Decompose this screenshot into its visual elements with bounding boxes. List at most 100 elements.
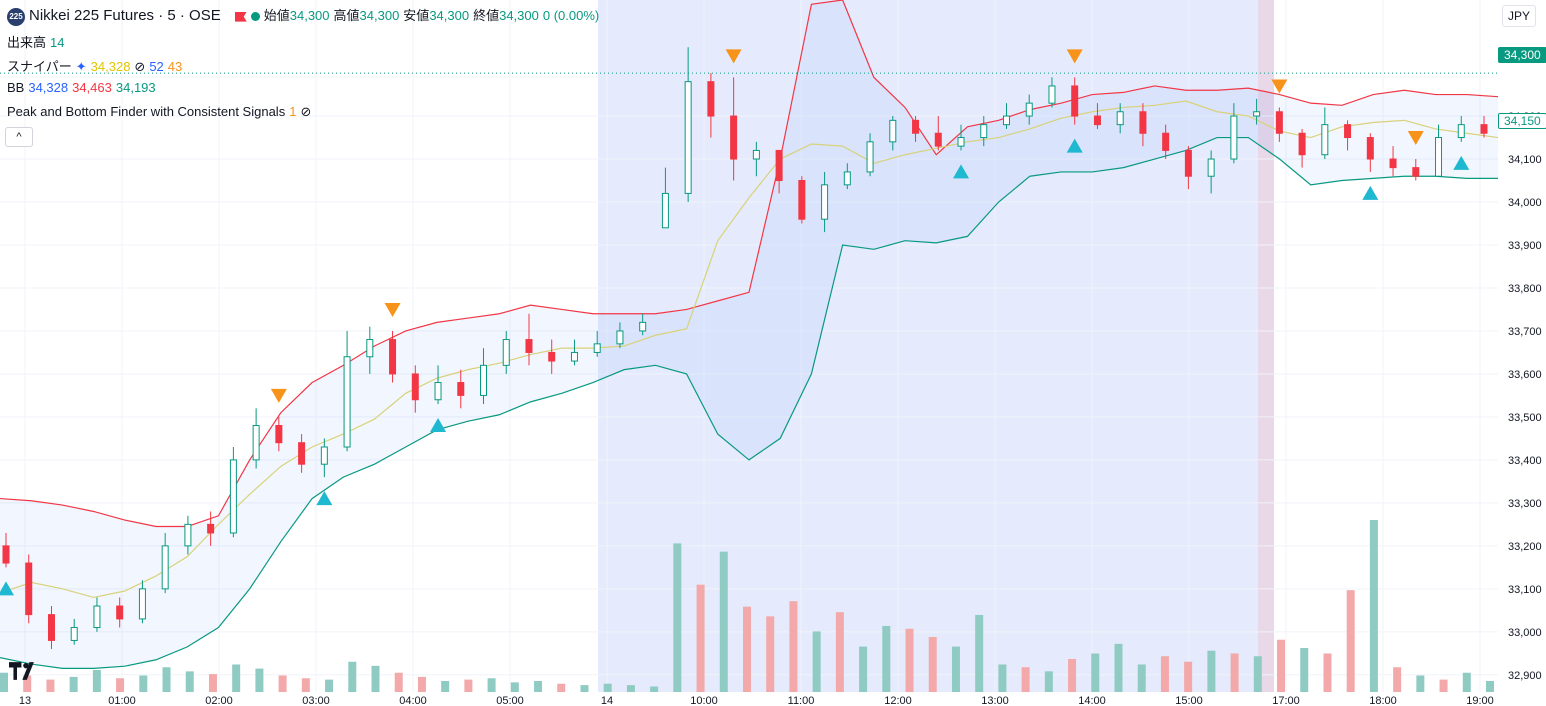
currency-selector[interactable]: JPY bbox=[1502, 5, 1536, 27]
pbf-legend[interactable]: Peak and Bottom Finder with Consistent S… bbox=[7, 104, 315, 120]
y-tick-label: 33,700 bbox=[1508, 326, 1542, 338]
candle-body bbox=[1025, 102, 1033, 117]
x-tick-label: 17:00 bbox=[1272, 695, 1300, 706]
candle-body bbox=[161, 545, 169, 590]
candle-body bbox=[639, 321, 647, 332]
volume-bar bbox=[951, 646, 960, 692]
volume-bar bbox=[1207, 650, 1216, 692]
volume-bar bbox=[69, 676, 78, 692]
sell-signal-marker bbox=[1407, 131, 1424, 146]
hidden-icon[interactable]: ⊘ bbox=[300, 104, 312, 119]
tradingview-logo-icon[interactable] bbox=[9, 662, 41, 680]
volume-bar bbox=[905, 628, 914, 692]
volume-bar bbox=[371, 665, 380, 692]
x-tick-label: 14:00 bbox=[1078, 695, 1106, 706]
volume-bar bbox=[789, 601, 798, 692]
collapse-legend-button[interactable]: ^ bbox=[5, 127, 33, 147]
sell-signal-marker bbox=[384, 302, 401, 317]
volume-bar bbox=[325, 679, 334, 692]
sniper-value-1: 34,328 bbox=[90, 59, 131, 74]
bb-upper-value: 34,463 bbox=[72, 80, 112, 95]
candle-body bbox=[548, 351, 556, 362]
candle-body bbox=[798, 180, 806, 220]
buy-signal-marker bbox=[1362, 185, 1379, 200]
y-tick-label: 33,200 bbox=[1508, 541, 1542, 553]
volume-legend[interactable]: 出来高 14 bbox=[7, 32, 68, 51]
candle-body bbox=[1366, 137, 1374, 160]
volume-bar bbox=[743, 606, 751, 692]
candle-body bbox=[616, 330, 624, 345]
candle-body bbox=[502, 339, 510, 366]
candle-body bbox=[934, 132, 942, 147]
symbol-title[interactable]: Nikkei 225 Futures · 5 · OSE bbox=[29, 7, 221, 24]
buy-signal-marker bbox=[1066, 138, 1083, 153]
volume-bar bbox=[882, 625, 891, 692]
y-tick-label: 33,300 bbox=[1508, 498, 1542, 510]
pbf-value: 1 bbox=[289, 104, 297, 119]
volume-bar bbox=[1369, 520, 1378, 692]
candle-body bbox=[1435, 137, 1443, 177]
x-tick-label: 12:00 bbox=[884, 695, 912, 706]
high-value: 34,300 bbox=[359, 8, 400, 23]
candle-body bbox=[229, 459, 237, 534]
hidden-icon[interactable]: ⊘ bbox=[134, 59, 146, 74]
volume-bar bbox=[1323, 653, 1332, 692]
volume-bar bbox=[1462, 672, 1471, 692]
candle-body bbox=[866, 141, 874, 173]
x-tick-label: 18:00 bbox=[1369, 695, 1397, 706]
candle-body bbox=[1389, 158, 1397, 169]
volume-bar bbox=[487, 678, 496, 692]
candle-body bbox=[1480, 124, 1488, 134]
bb-lower-value: 34,193 bbox=[115, 80, 156, 95]
candle-body bbox=[366, 339, 374, 358]
volume-bar bbox=[23, 675, 32, 692]
y-tick-label: 33,800 bbox=[1508, 283, 1542, 295]
candle-body bbox=[1093, 115, 1101, 126]
candle-body bbox=[207, 523, 215, 534]
volume-bar bbox=[1021, 667, 1030, 692]
volume-bar bbox=[1137, 664, 1146, 692]
volume-bar bbox=[1184, 661, 1193, 692]
open-label: 始値 bbox=[263, 8, 290, 23]
candle-body bbox=[1457, 124, 1465, 139]
volume-bar bbox=[696, 584, 705, 692]
change-value: 0 (0.00%) bbox=[542, 8, 600, 23]
candle-body bbox=[980, 124, 988, 139]
candle-body bbox=[1116, 111, 1124, 126]
candle-body bbox=[775, 149, 783, 182]
flag-icon[interactable] bbox=[234, 11, 247, 22]
candle-body bbox=[1298, 132, 1306, 156]
x-tick-label: 01:00 bbox=[108, 695, 136, 706]
volume-bar bbox=[1230, 653, 1239, 692]
candle-body bbox=[1139, 111, 1147, 134]
volume-bar bbox=[46, 679, 55, 692]
volume-bar bbox=[0, 672, 8, 692]
volume-bar bbox=[812, 631, 821, 692]
candle-body bbox=[593, 343, 601, 353]
high-label: 高値 bbox=[333, 8, 360, 23]
candle-body bbox=[138, 588, 146, 620]
candle-body bbox=[343, 356, 351, 448]
candle-body bbox=[116, 605, 124, 620]
volume-bar bbox=[975, 614, 984, 692]
volume-label: 出来高 bbox=[7, 35, 47, 50]
volume-bar bbox=[766, 616, 775, 692]
candle-body bbox=[912, 119, 920, 134]
volume-bar bbox=[534, 680, 543, 692]
y-tick-label: 33,900 bbox=[1508, 240, 1542, 252]
sniper-label: スナイパー bbox=[7, 59, 72, 74]
bb-legend[interactable]: BB 34,328 34,463 34,193 bbox=[7, 80, 160, 95]
buy-signal-marker bbox=[316, 491, 333, 506]
candle-body bbox=[570, 351, 578, 362]
candle-body bbox=[70, 627, 78, 641]
x-tick-label: 14 bbox=[601, 695, 613, 706]
x-tick-label: 13 bbox=[19, 695, 31, 706]
volume-bar bbox=[1091, 653, 1100, 692]
sniper-legend[interactable]: スナイパー ✦ 34,328 ⊘ 52 43 bbox=[7, 56, 186, 75]
candle-body bbox=[1275, 111, 1283, 134]
y-tick-label: 32,900 bbox=[1508, 670, 1542, 682]
close-value: 34,300 bbox=[499, 8, 539, 23]
sell-signal-marker bbox=[725, 49, 742, 64]
volume-bar bbox=[650, 686, 659, 692]
